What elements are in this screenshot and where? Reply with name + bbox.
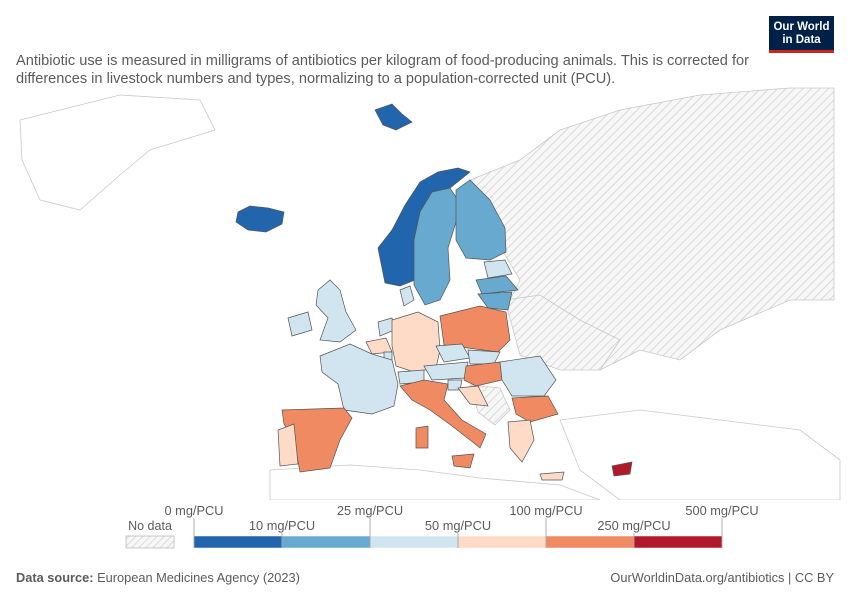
italy (399, 379, 487, 449)
chart-subtitle: Antibiotic use is measured in milligrams… (16, 53, 749, 87)
netherlands (377, 317, 395, 337)
legend-no-data-label: No data (128, 519, 172, 533)
legend-no-data-swatch (125, 535, 175, 549)
middle-east-landmass (559, 409, 841, 500)
data-source-text: European Medicines Agency (2023) (97, 570, 300, 585)
legend-bin-25-50[interactable] (369, 535, 459, 549)
legend-label-500: 500 mg/PCU (685, 503, 758, 518)
logo-line-2: in Data (782, 33, 821, 46)
data-source: Data source: European Medicines Agency (… (16, 570, 300, 585)
latvia (475, 275, 519, 295)
logo-line-1: Our World (773, 21, 830, 33)
greenland-landmass (19, 94, 216, 211)
legend-label-0: 0 mg/PCU (164, 503, 223, 518)
ireland (287, 311, 313, 337)
license-link[interactable]: OurWorldinData.org/antibiotics | CC BY (610, 570, 834, 585)
hungary (463, 361, 503, 387)
france (319, 343, 399, 415)
legend-label-25: 25 mg/PCU (337, 503, 403, 518)
sweden (413, 187, 459, 306)
sicily (451, 453, 475, 469)
sardinia (415, 425, 429, 449)
legend-bin-0-10[interactable] (193, 535, 283, 549)
belarus-ukraine-no-data (504, 294, 621, 371)
finland (455, 179, 507, 261)
legend: No data 0 mg/PCU 25 mg/PCU 100 mg/PCU 50… (125, 503, 759, 549)
legend-label-10: 10 mg/PCU (249, 518, 315, 533)
cyprus (611, 461, 633, 477)
estonia (483, 259, 513, 279)
denmark (399, 285, 415, 307)
crete (539, 471, 565, 481)
legend-label-250: 250 mg/PCU (597, 518, 670, 533)
legend-bins (193, 535, 723, 549)
legend-bin-10-25[interactable] (281, 535, 371, 549)
germany (391, 311, 441, 373)
belgium (365, 337, 393, 355)
north-africa-landmass (269, 464, 601, 500)
bulgaria (511, 395, 559, 423)
uk (315, 279, 357, 343)
data-source-label: Data source: (16, 570, 94, 585)
europe-map (19, 87, 841, 500)
russia-no-data (469, 87, 835, 371)
legend-label-100: 100 mg/PCU (509, 503, 582, 518)
legend-bin-100-250[interactable] (545, 535, 635, 549)
legend-bin-250-500[interactable] (633, 535, 723, 549)
legend-bin-50-100[interactable] (457, 535, 547, 549)
owid-logo[interactable]: Our World in Data (769, 16, 834, 53)
svalbard (374, 103, 413, 131)
greece (507, 419, 535, 463)
iceland (235, 205, 285, 233)
lithuania (477, 291, 513, 311)
slovakia (467, 349, 501, 365)
croatia (457, 385, 489, 407)
portugal (277, 423, 299, 467)
legend-label-50: 50 mg/PCU (425, 518, 491, 533)
